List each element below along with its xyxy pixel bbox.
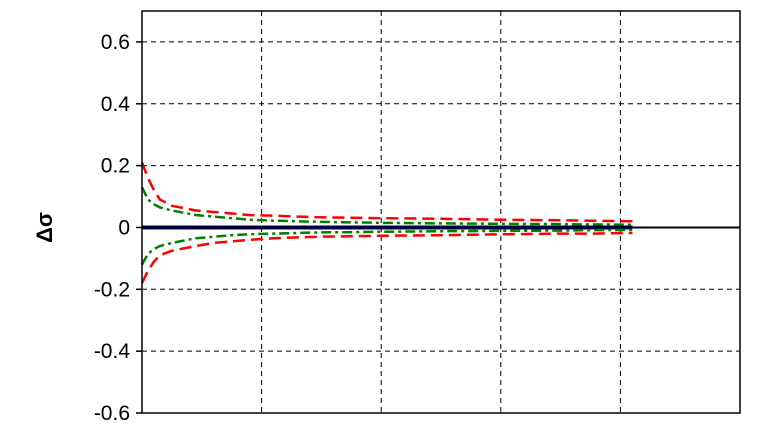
y-tick-label: -0.2 bbox=[94, 278, 130, 301]
series-line-2 bbox=[140, 186, 633, 226]
plot-frame bbox=[141, 10, 741, 414]
y-tick-label: 0 bbox=[118, 216, 130, 239]
y-tick-label: -0.6 bbox=[94, 402, 130, 424]
y-tick-label: 0.2 bbox=[101, 155, 130, 178]
y-ticks: 0.6 0.4 0.2 0 -0.2 -0.4 -0.6 bbox=[94, 31, 142, 424]
y-tick-label: 0.4 bbox=[101, 93, 131, 116]
series-layer bbox=[140, 162, 633, 284]
series-line-5 bbox=[140, 231, 633, 284]
y-axis-label: Δσ bbox=[32, 212, 57, 243]
series-line-1 bbox=[140, 162, 633, 223]
series-line-4 bbox=[140, 228, 633, 266]
y-tick-label: 0.6 bbox=[101, 31, 130, 54]
y-tick-label: -0.4 bbox=[94, 340, 131, 363]
grid-layer bbox=[142, 11, 740, 414]
